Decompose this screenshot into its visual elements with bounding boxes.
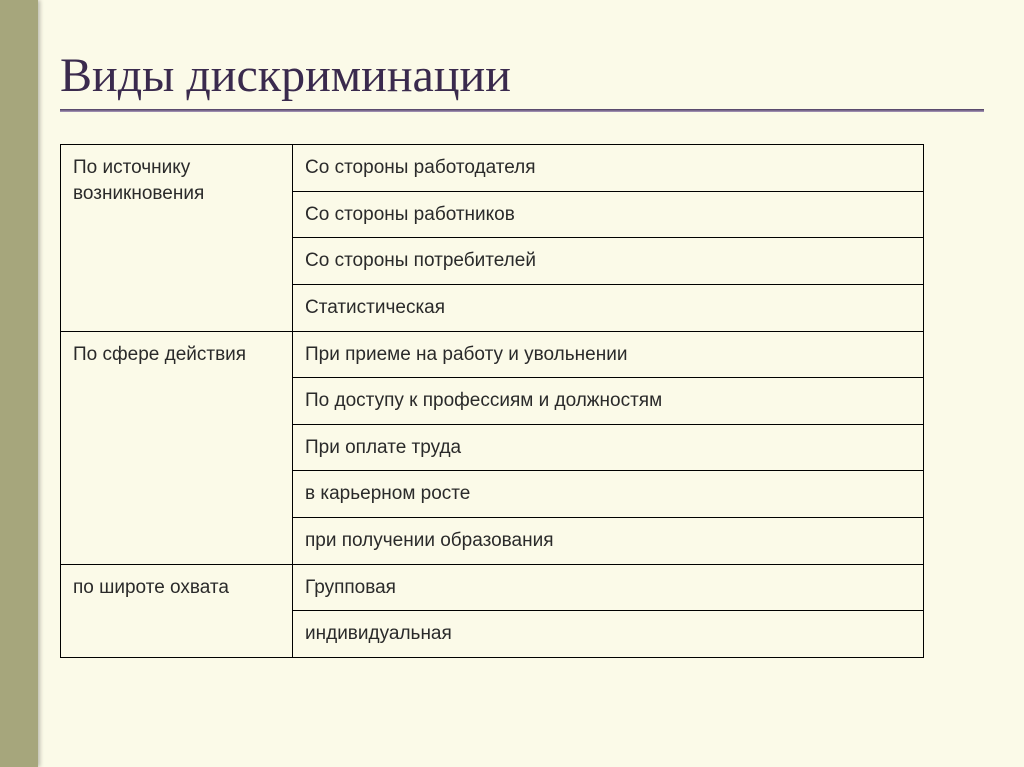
value-cell: При оплате труда (293, 425, 923, 472)
value-cell: при получении образования (293, 518, 923, 565)
values-group: Групповаяиндивидуальная (293, 565, 923, 657)
values-group: При приеме на работу и увольненииПо дост… (293, 332, 923, 565)
sidebar-accent (0, 0, 38, 767)
value-cell: Со стороны работников (293, 192, 923, 239)
value-cell: Со стороны работодателя (293, 145, 923, 192)
title-underline (60, 109, 984, 112)
content-area: Виды дискриминации По источнику возникно… (60, 48, 984, 658)
category-cell: По источнику возникновения (61, 145, 293, 332)
value-cell: в карьерном росте (293, 471, 923, 518)
page-title: Виды дискриминации (60, 48, 984, 103)
discrimination-table: По источнику возникновенияСо стороны раб… (60, 144, 924, 658)
values-group: Со стороны работодателяСо стороны работн… (293, 145, 923, 332)
value-cell: Со стороны потребителей (293, 238, 923, 285)
value-cell: При приеме на работу и увольнении (293, 332, 923, 379)
category-cell: по широте охвата (61, 565, 293, 657)
value-cell: индивидуальная (293, 611, 923, 657)
slide: Виды дискриминации По источнику возникно… (0, 0, 1024, 767)
category-cell: По сфере действия (61, 332, 293, 565)
value-cell: По доступу к профессиям и должностям (293, 378, 923, 425)
value-cell: Групповая (293, 565, 923, 612)
value-cell: Статистическая (293, 285, 923, 332)
